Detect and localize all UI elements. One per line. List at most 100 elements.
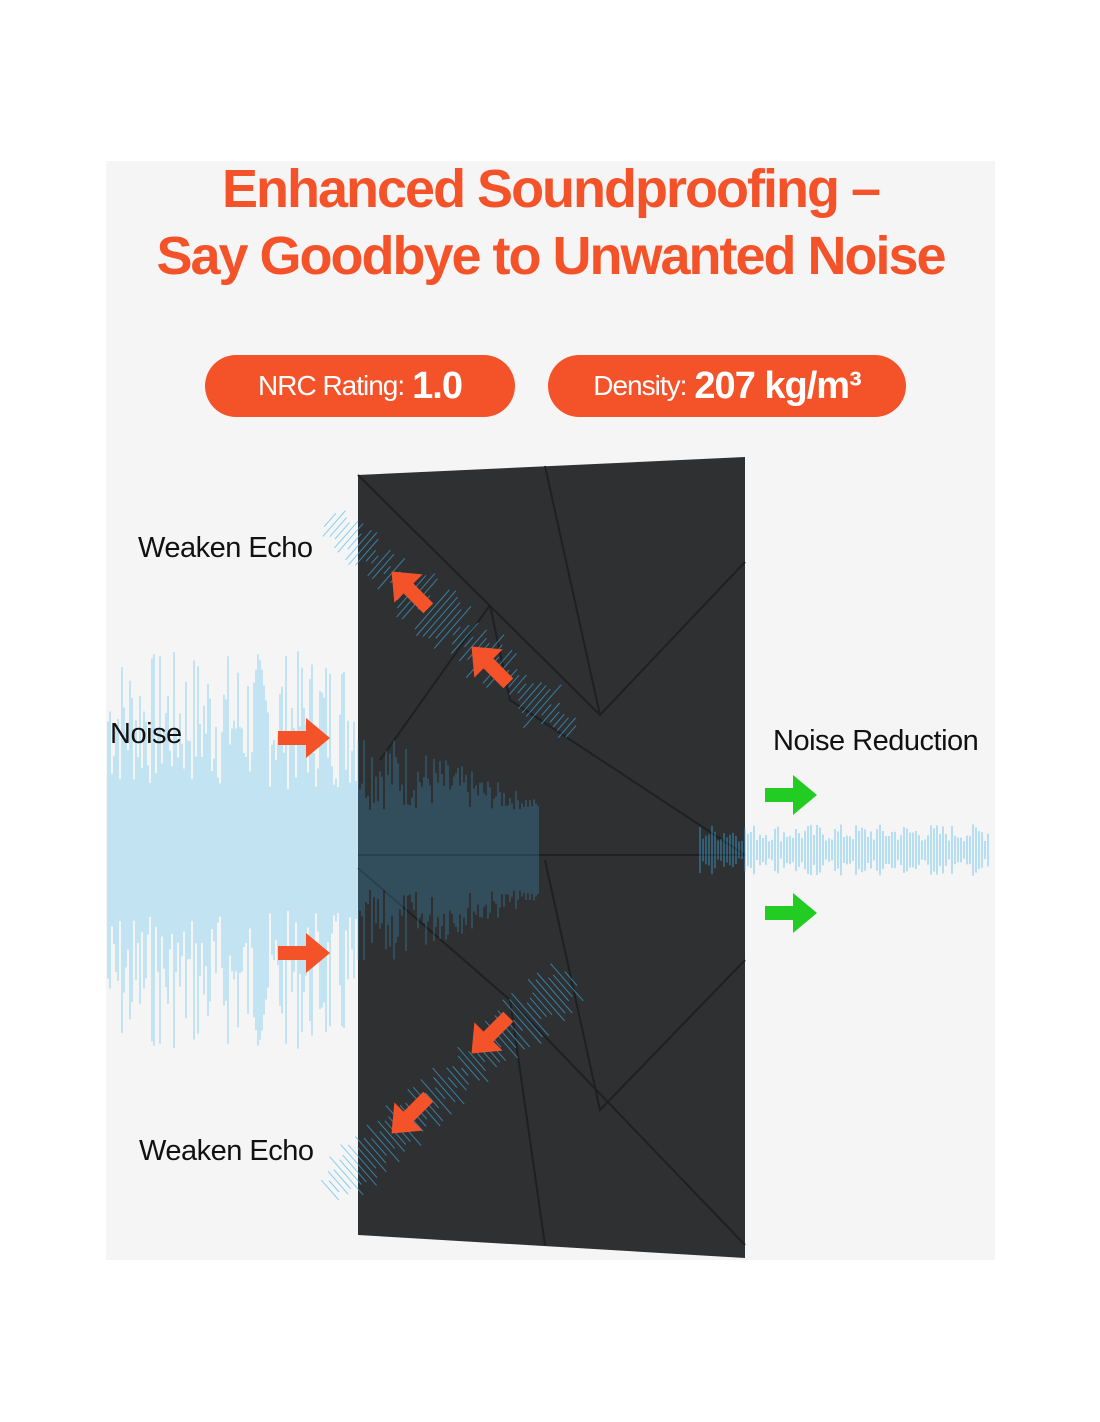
arrows [278, 571, 817, 1134]
echo-wave-line [345, 529, 372, 561]
echo-wave-line [452, 1065, 470, 1085]
echo-wave-line [565, 725, 577, 738]
noise-label: Noise [110, 718, 182, 750]
echo-wave-line [327, 1170, 349, 1195]
echo-wave-line [329, 1156, 364, 1196]
sound-waves-front [320, 510, 989, 1201]
sound-waves [107, 651, 357, 1049]
echo-wave-line [548, 977, 570, 1002]
echo-wave-line [457, 1055, 480, 1081]
weaken-echo-bottom-label: Weaken Echo [139, 1135, 314, 1167]
density-label: Density: [593, 370, 687, 401]
echo-wave-line [366, 1124, 400, 1163]
echo-wave-line [508, 674, 520, 688]
echo-arrow-icon [391, 1091, 434, 1134]
echo-wave-line [334, 520, 359, 549]
noise-reduction-label: Noise Reduction [773, 725, 979, 757]
echo-wave-line [377, 558, 406, 590]
echo-wave-line [476, 1052, 486, 1063]
density-badge: Density: 207 kg/m³ [548, 355, 906, 417]
echo-wave-line [518, 683, 534, 701]
nrc-label: NRC Rating: [258, 370, 405, 401]
echo-wave-line [357, 1146, 377, 1169]
echo-wave-line [371, 555, 379, 564]
echo-wave-line [493, 1038, 502, 1048]
echo-wave-line [457, 1046, 489, 1083]
echo-wave-line [367, 549, 391, 577]
echo-wave-line [447, 1077, 458, 1088]
echo-wave-line [334, 522, 350, 540]
echo-wave-line [535, 979, 566, 1014]
echo-wave-line [348, 532, 378, 566]
echo-wave-line [432, 1067, 465, 1105]
echo-wave-line [428, 602, 461, 639]
echo-wave-line [525, 688, 551, 717]
echo-wave-line [450, 622, 479, 654]
echo-wave-line [433, 1077, 456, 1103]
echo-wave-line [461, 1067, 469, 1076]
headline-line-1: Enhanced Soundproofing – [222, 159, 881, 219]
density-value: 207 kg/m³ [694, 364, 861, 407]
noise-arrow-icon [278, 718, 330, 758]
echo-wave-line [347, 533, 362, 550]
echo-wave-line [526, 1002, 542, 1020]
echo-wave-line [508, 674, 527, 696]
echo-wave-line [511, 992, 550, 1036]
echo-wave-line [552, 974, 573, 998]
echo-wave-line [371, 1138, 387, 1156]
echo-wave-line [377, 1120, 406, 1152]
echo-wave-line [451, 624, 470, 645]
echo-wave-line [527, 978, 566, 1022]
echo-wave-line [557, 717, 576, 739]
echo-wave-line [320, 1179, 340, 1201]
acoustic-panel [358, 457, 745, 1258]
echo-wave-line [333, 1169, 352, 1190]
echo-arrow-icon [471, 1011, 514, 1054]
echo-wave-line [414, 589, 450, 630]
echo-wave-line [379, 1130, 396, 1149]
echo-wave-line [532, 992, 553, 1016]
headline-line-2: Say Goodbye to Unwanted Noise [156, 226, 946, 286]
echo-wave-line [322, 510, 346, 537]
echo-wave-line [365, 549, 377, 562]
echo-wave-line [517, 683, 527, 694]
reduction-arrow-icon [765, 893, 817, 933]
echo-wave-line [518, 682, 542, 710]
echo-arrow-icon [391, 571, 434, 614]
echo-wave-line [502, 999, 542, 1044]
echo-wave-line [512, 1019, 523, 1031]
echo-wave-line [541, 702, 560, 725]
echo-wave-line [564, 971, 578, 986]
echo-wave-line [552, 713, 565, 728]
echo-wave-line [354, 538, 379, 566]
echo-wave-line [363, 1137, 387, 1164]
nrc-rating-badge: NRC Rating: 1.0 [205, 355, 515, 417]
echo-wave-line [337, 523, 364, 553]
echo-wave-line [529, 997, 547, 1018]
weaken-echo-top-label: Weaken Echo [138, 532, 313, 564]
echo-wave-line [328, 1180, 340, 1193]
echo-wave-line [435, 609, 462, 639]
echo-wave-line [433, 606, 472, 649]
echo-wave-line [536, 972, 573, 1014]
echo-wave-line [541, 704, 552, 716]
nrc-value: 1.0 [412, 364, 463, 407]
echo-wave-line [446, 1067, 467, 1091]
echo-wave-line [556, 717, 569, 732]
echo-wave-line [468, 1050, 486, 1072]
echo-wave-line [550, 963, 584, 1002]
echo-wave-line [323, 512, 337, 528]
echo-wave-line [416, 590, 457, 636]
echo-wave-line [425, 1092, 440, 1109]
echo-wave-line [342, 1154, 367, 1183]
echo-wave-line [452, 626, 461, 636]
echo-wave-line [521, 685, 547, 714]
echo-wave-line [383, 566, 391, 575]
echo-wave-line [339, 1159, 362, 1185]
echo-wave-line [523, 684, 562, 729]
echo-wave-line [549, 711, 560, 723]
reduction-arrow-icon [765, 775, 817, 815]
echo-arrow-icon [471, 646, 514, 689]
echo-wave-line [329, 517, 347, 538]
